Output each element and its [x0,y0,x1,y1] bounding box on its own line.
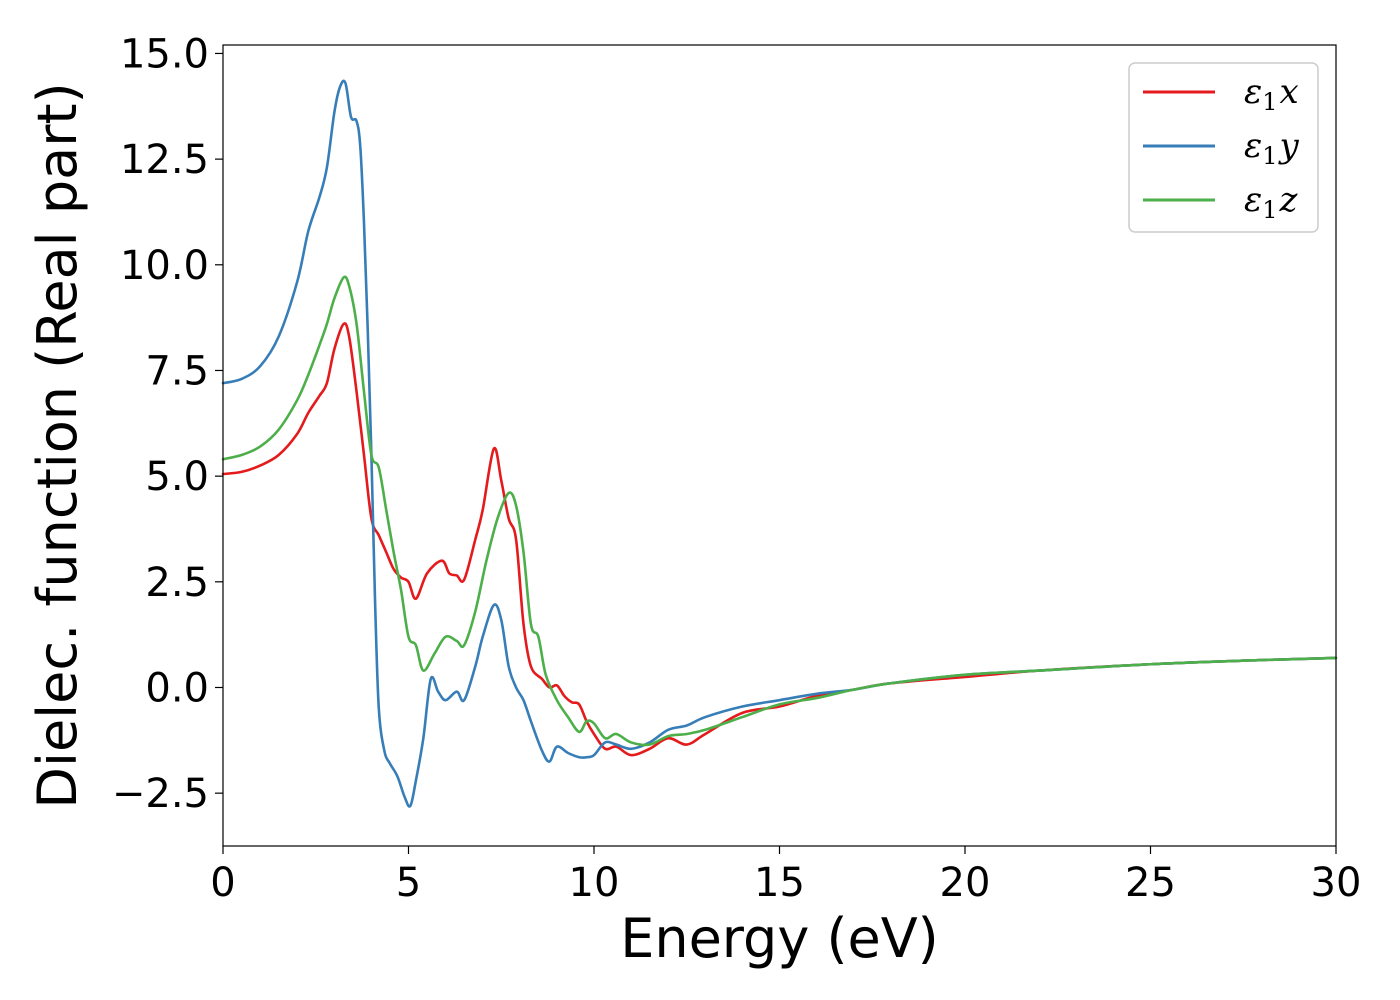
y-axis-title: Dielec. function (Real part) [26,82,89,808]
series-line-y [221,79,1338,808]
y-tick-label: 12.5 [120,137,209,183]
legend: ε1x ε1y ε1z [1128,62,1319,233]
legend-box [1128,62,1319,233]
series-line-z [221,275,1338,747]
y-tick-label: 5.0 [145,454,209,500]
y-tick-label: 10.0 [120,243,209,289]
x-tick-label: 0 [210,860,235,906]
series-layer [221,79,1338,808]
y-tick-label: −2.5 [112,771,209,817]
legend-label-y: ε1y [1244,126,1300,170]
x-tick-label: 30 [1311,860,1362,906]
x-axis: 0 5 10 15 20 25 30 [210,846,1361,906]
legend-label-z: ε1z [1244,180,1299,224]
y-axis: −2.5 0.0 2.5 5.0 7.5 10.0 12.5 15.0 [112,31,223,817]
x-axis-title: Energy (eV) [620,907,939,970]
x-tick-label: 5 [396,860,421,906]
y-tick-label: 2.5 [145,560,209,606]
y-tick-label: 15.0 [120,31,209,77]
y-tick-label: 0.0 [145,665,209,711]
legend-label-x: ε1x [1244,72,1299,116]
x-tick-label: 20 [940,860,991,906]
x-tick-label: 10 [569,860,620,906]
y-tick-label: 7.5 [145,348,209,394]
x-tick-label: 15 [754,860,805,906]
x-tick-label: 25 [1125,860,1176,906]
series-line-x [221,322,1338,757]
